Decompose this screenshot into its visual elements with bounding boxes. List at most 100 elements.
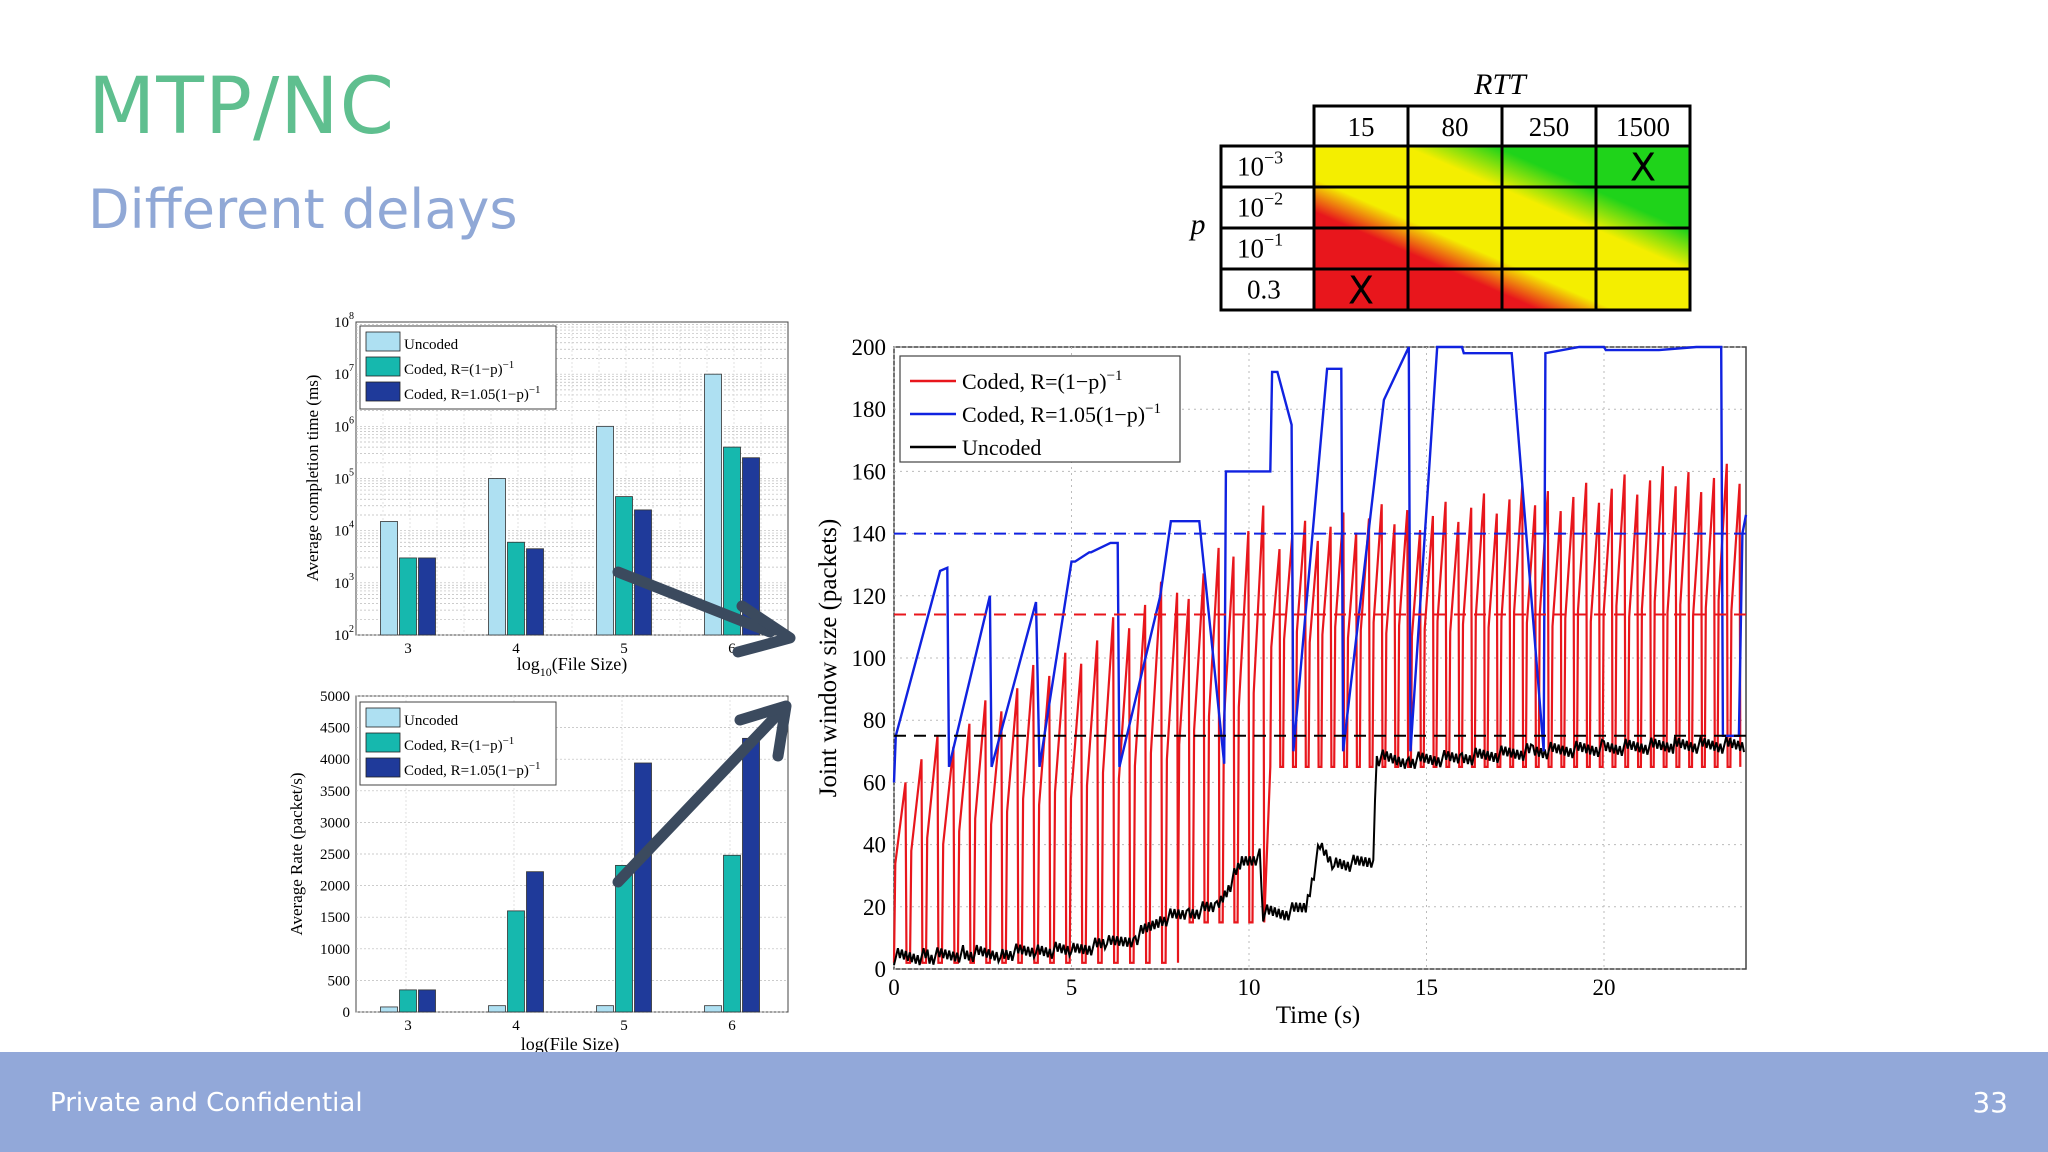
y-tick-label: 500	[328, 973, 351, 989]
footer-text: Private and Confidential	[50, 1088, 363, 1118]
y-tick-exponent: 6	[349, 415, 354, 426]
y-tick-label: 107	[334, 363, 354, 383]
bar	[723, 446, 741, 636]
legend-entry: Uncoded	[962, 435, 1041, 460]
bar	[526, 871, 544, 1013]
bar	[488, 1005, 506, 1013]
y-tick-label: 160	[852, 459, 887, 484]
p-row-label: 10−3	[1237, 148, 1283, 182]
x-tick-label: 3	[404, 1018, 412, 1034]
bar	[596, 1005, 614, 1013]
x-tick-label: 3	[404, 641, 412, 657]
p-row-exponent: −2	[1264, 189, 1283, 209]
legend-superscript: −1	[1145, 401, 1161, 417]
arrow-to-window-chart-lower	[612, 706, 786, 888]
window-x-label: Time (s)	[1276, 1002, 1361, 1029]
y-tick-label: 120	[852, 584, 887, 609]
y-tick-exponent: 8	[349, 311, 354, 322]
x-tick-label: 0	[888, 975, 900, 1000]
rtt-column-label: 15	[1348, 112, 1375, 142]
x-tick-label: 4	[512, 1018, 520, 1034]
x-tick-label: 4	[512, 641, 520, 657]
series-line-uncoded	[893, 736, 1745, 966]
rtt-x-mark: X	[1348, 269, 1374, 313]
average-rate-chart: 0 500 1000 1500 2000 2500 3000 3500 4000 4500 5000…	[287, 689, 789, 1055]
series-line-coded	[892, 463, 1742, 964]
y-tick-label: 1500	[320, 910, 350, 926]
rate-y-label: Average Rate (packet/s)	[287, 773, 306, 936]
legend-entry: Coded, R=1.05(1−p)−1	[404, 384, 541, 403]
footer-bar	[0, 1052, 2048, 1152]
arrow-head-upper	[732, 600, 796, 658]
x-tick-label: 20	[1593, 975, 1616, 1000]
legend-entry: Coded, R=1.05(1−p)−1	[404, 760, 541, 779]
y-tick-label: 140	[852, 522, 887, 547]
legend-superscript: −1	[503, 735, 515, 747]
legend-swatch	[365, 757, 401, 778]
bar	[634, 509, 652, 636]
rtt-column-label: 80	[1442, 112, 1469, 142]
y-tick-label: 180	[852, 397, 887, 422]
y-tick-label: 104	[334, 520, 354, 540]
bar	[380, 1006, 398, 1013]
y-tick-label: 100	[852, 646, 887, 671]
series-line-coded-105	[892, 345, 1748, 783]
legend-superscript: −1	[503, 359, 515, 371]
p-row-label: 0.3	[1247, 275, 1281, 305]
y-tick-exponent: 5	[349, 468, 354, 479]
bar	[723, 854, 741, 1013]
y-tick-label: 102	[334, 624, 354, 644]
completion-legend: Uncoded Coded, R=(1−p)−1 Coded, R=1.05(1−p…	[359, 325, 557, 410]
rtt-column-label: 1500	[1616, 112, 1670, 142]
arrow-to-window-chart-upper	[612, 566, 776, 638]
y-tick-label: 5000	[320, 689, 350, 705]
legend-entry: Uncoded	[404, 337, 459, 353]
bar	[399, 989, 417, 1013]
bar	[418, 557, 436, 636]
y-tick-label: 1000	[320, 942, 350, 958]
legend-entry: Coded, R=(1−p)−1	[404, 359, 514, 378]
rtt-table: RTT p 15 80 250 1500 10−3 10−2 10−1 0.3 X X	[1189, 68, 1692, 313]
x-tick-label: 15	[1415, 975, 1438, 1000]
y-tick-label: 3500	[320, 784, 350, 800]
bar	[507, 910, 525, 1013]
legend-entry: Coded, R=1.05(1−p)−1	[962, 401, 1161, 427]
legend-superscript: −1	[529, 384, 541, 396]
bar	[742, 457, 760, 636]
p-row-label: 10−2	[1237, 189, 1283, 223]
legend-entry: Coded, R=(1−p)−1	[404, 735, 514, 754]
y-tick-label: 4000	[320, 752, 350, 768]
completion-y-label: Average completion time (ms)	[303, 375, 322, 582]
slide-subtitle: Different delays	[88, 178, 518, 241]
p-row-label: 10−1	[1237, 230, 1283, 264]
y-tick-label: 60	[863, 770, 886, 795]
y-tick-exponent: 7	[349, 363, 354, 374]
rtt-column-label: 250	[1529, 112, 1570, 142]
arrow-head-lower	[734, 700, 792, 762]
bar	[526, 548, 544, 636]
y-tick-label: 2500	[320, 847, 350, 863]
y-tick-label: 80	[863, 708, 886, 733]
x-tick-label: 6	[728, 1018, 736, 1034]
bar	[418, 989, 436, 1013]
legend-entry: Coded, R=(1−p)−1	[962, 368, 1123, 394]
y-tick-label: 0	[875, 957, 887, 982]
completion-time-chart: 102 103 104 105 106 107 108 3 4 5 6 Average compl…	[303, 311, 789, 679]
legend-swatch	[365, 356, 401, 377]
y-tick-label: 2000	[320, 879, 350, 895]
rate-legend: Uncoded Coded, R=(1−p)−1 Coded, R=1.05(1−p…	[359, 701, 557, 786]
bar	[596, 425, 614, 636]
y-tick-exponent: 3	[349, 572, 354, 583]
bar	[742, 737, 760, 1013]
x-tick-label: 6	[728, 641, 736, 657]
legend-swatch	[365, 707, 401, 728]
y-tick-label: 103	[334, 572, 354, 592]
legend-entry: Uncoded	[404, 713, 459, 729]
y-tick-label: 0	[343, 1005, 351, 1021]
bar	[704, 373, 722, 636]
x-tick-label: 5	[1066, 975, 1078, 1000]
rtt-row-label: p	[1189, 208, 1206, 241]
legend-superscript: −1	[1107, 368, 1123, 384]
completion-x-label: log10(File Size)	[517, 654, 628, 679]
